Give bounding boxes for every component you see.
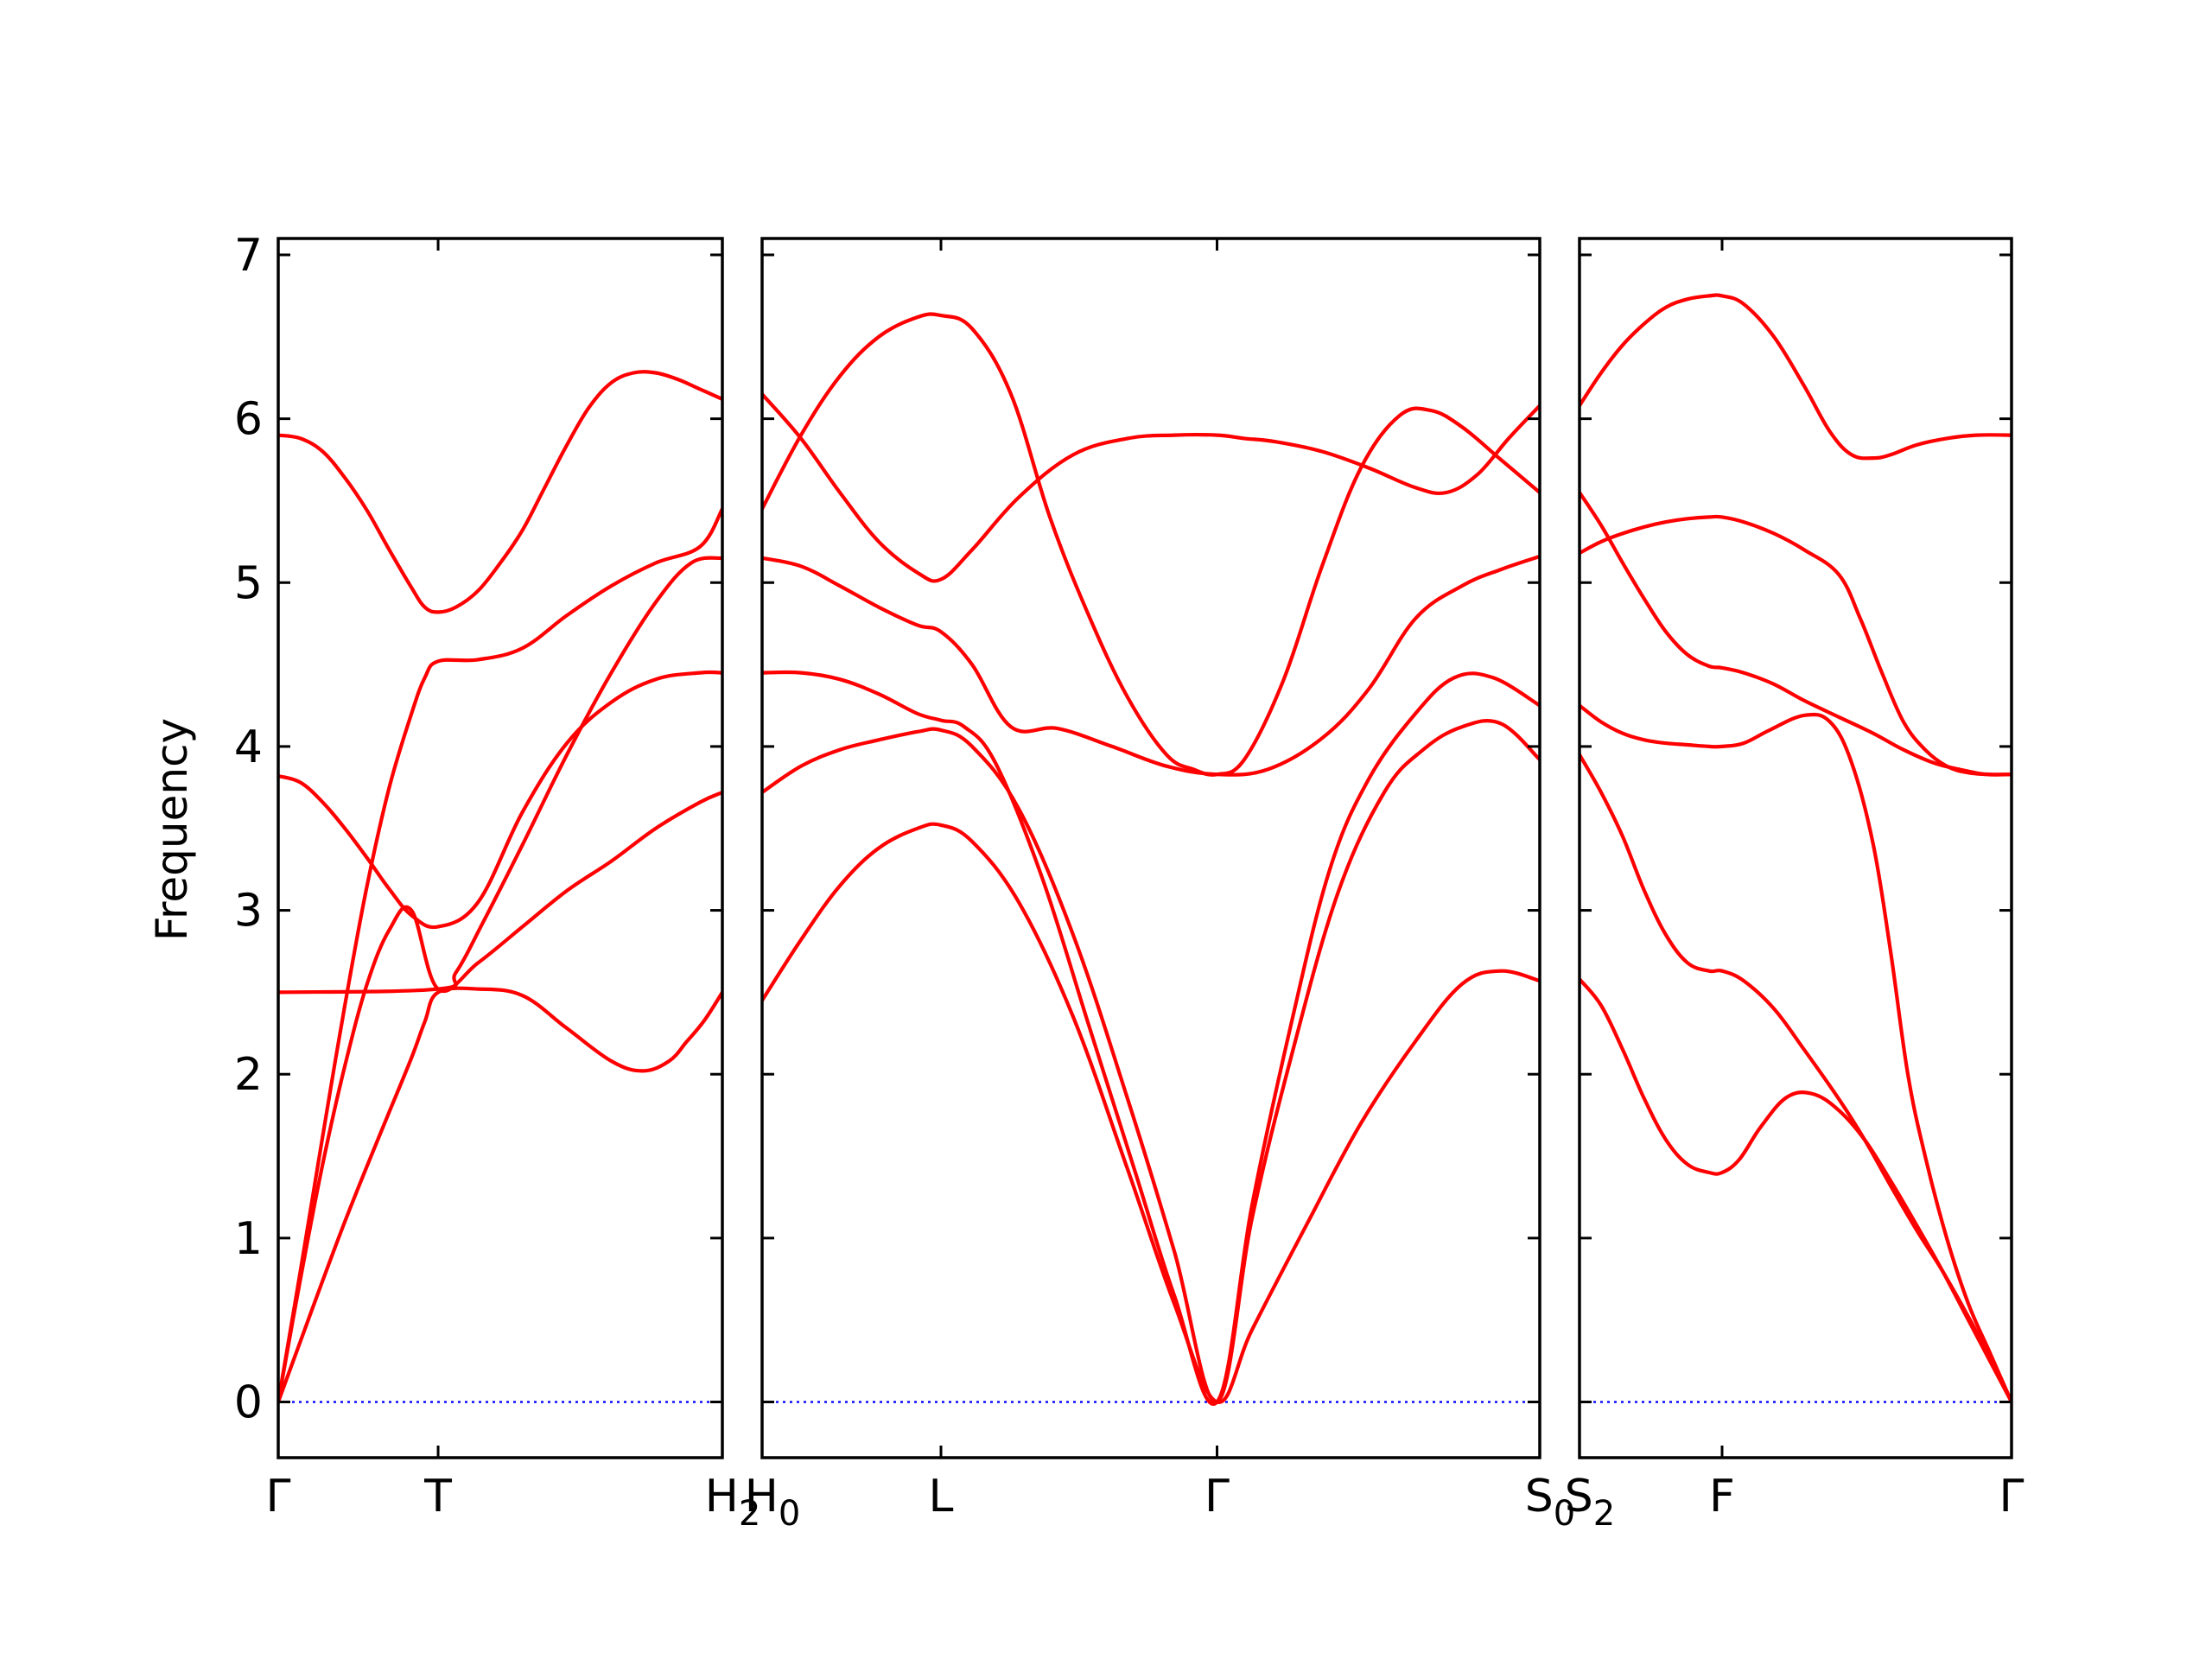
x-tick-label: T [423,1471,452,1522]
x-tick-label: F [1709,1471,1735,1522]
phonon-band-6 [762,312,1540,777]
phonon-band-5 [762,392,1540,583]
x-tick-label: Γ [1205,1471,1230,1522]
x-tick-label: S0 [1525,1471,1575,1534]
panel-3: S2 F Γ [1565,237,2024,1534]
y-axis-label: Frequency [147,718,197,941]
panel-2: H0 L Γ S0 [745,237,1575,1534]
phonon-band-4 [278,790,722,1404]
y-tick-label: 2 [234,1049,263,1101]
x-tick-label: Γ [1999,1471,2024,1522]
x-tick-label: H2 [705,1471,761,1534]
panel-frame [276,237,724,1459]
y-tick-label: 3 [234,886,263,938]
phonon-band-6 [278,370,722,614]
phonon-band-4 [1580,490,2012,777]
phonon-band-5 [278,556,722,995]
phonon-band-3 [278,670,722,930]
phonon-band-2 [762,719,1540,1404]
y-tick-label: 6 [234,394,263,446]
phonon-band-1 [762,822,1540,1404]
y-tick-label: 5 [234,557,263,609]
y-tick-label: 0 [234,1377,263,1429]
panel-frame [1578,237,2013,1459]
x-tick-label: H0 [745,1471,801,1534]
phonon-band-1 [278,986,722,1404]
y-tick-label: 4 [234,721,263,773]
y-tick-label: 1 [234,1213,263,1265]
phonon-band-2 [278,506,722,1404]
band-group [762,312,1540,1406]
phonon-band-3 [762,670,1540,1406]
x-tick-label: L [929,1471,954,1522]
phonon-band-1 [1580,977,2012,1404]
phonon-band-2 [1580,753,2012,1404]
panel-frame [760,237,1541,1459]
x-tick-label: S2 [1565,1471,1615,1534]
phonon-band-5 [1580,514,2012,777]
phonon-band-6 [1580,293,2012,461]
panel-1: 0 1 2 3 4 5 6 7 Γ T H2 [234,230,760,1534]
phonon-band-4 [762,554,1540,777]
y-tick-label: 7 [234,230,263,282]
x-tick-label: Γ [266,1471,291,1522]
band-group [1580,293,2012,1404]
band-group [278,370,722,1404]
phonon-band-3 [1580,703,2012,1404]
